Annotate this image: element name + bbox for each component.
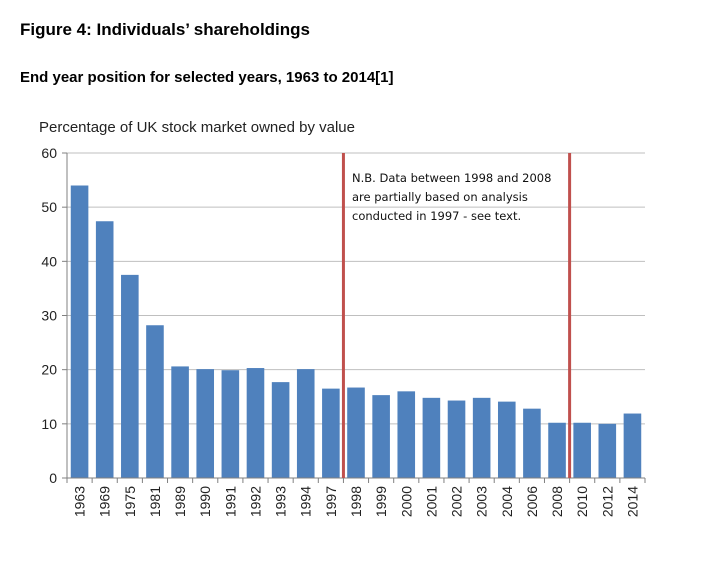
y-tick-label: 60 — [41, 145, 57, 161]
x-tick-label: 1975 — [122, 486, 138, 517]
x-tick-label: 2002 — [449, 486, 465, 517]
x-tick-label: 2008 — [549, 486, 565, 517]
x-tick-label: 1990 — [197, 486, 213, 517]
bar-1992 — [246, 368, 265, 478]
bar-1981 — [146, 325, 164, 478]
y-tick-label: 10 — [41, 416, 57, 432]
y-ticks: 0 10 20 30 40 50 60 — [41, 145, 67, 486]
x-tick-label: 2001 — [423, 486, 439, 517]
y-tick-label: 0 — [49, 470, 57, 486]
annotation-line-1: N.B. Data between 1998 and 2008 — [352, 171, 551, 185]
x-tick-label: 1989 — [172, 486, 188, 517]
x-tick-label: 1994 — [298, 486, 314, 517]
x-tick-label: 2003 — [474, 486, 490, 517]
y-axis-title: Percentage of UK stock market owned by v… — [39, 119, 355, 136]
bar-2008 — [548, 422, 566, 478]
bar-1998 — [347, 387, 365, 478]
bar-2014 — [623, 413, 642, 478]
x-tick-label: 1991 — [222, 486, 238, 517]
x-tick-label: 2010 — [574, 486, 590, 517]
x-tick-label: 2012 — [599, 486, 615, 517]
bar-1994 — [296, 369, 315, 478]
bar-1975 — [121, 274, 139, 478]
bar-2000 — [397, 391, 416, 478]
x-ticks: 1963 1969 1975 1981 1989 1990 1991 1992 1993 1994… — [66, 478, 646, 517]
bar-2010 — [573, 422, 591, 478]
x-tick-label: 1999 — [373, 486, 389, 517]
bar-1963 — [70, 185, 89, 478]
bar-2006 — [523, 408, 541, 478]
bar-1969 — [95, 221, 114, 478]
x-tick-label: 1969 — [97, 486, 113, 517]
x-tick-label: 1992 — [247, 486, 263, 517]
bar-2002 — [447, 400, 466, 478]
bar-2003 — [472, 397, 491, 478]
figure-subtitle: End year position for selected years, 19… — [20, 69, 394, 86]
bar-2001 — [422, 397, 441, 478]
bar-1990 — [196, 369, 215, 478]
x-tick-label: 2004 — [499, 486, 515, 517]
annotation-line-3: conducted in 1997 - see text. — [352, 209, 521, 223]
bar-2012 — [598, 423, 617, 478]
x-tick-label: 1981 — [147, 486, 163, 517]
x-tick-label: 1993 — [273, 486, 289, 517]
y-tick-label: 50 — [41, 199, 57, 215]
x-tick-label: 1997 — [323, 486, 339, 517]
bars — [70, 185, 642, 478]
figure-title: Figure 4: Individuals’ shareholdings — [20, 20, 310, 39]
x-tick-label: 2014 — [624, 486, 640, 517]
bar-1989 — [171, 366, 189, 478]
bar-1999 — [372, 395, 390, 478]
annotation-note: N.B. Data between 1998 and 2008 are part… — [352, 171, 551, 223]
y-tick-label: 40 — [41, 253, 57, 269]
bar-2004 — [497, 401, 516, 478]
x-tick-label: 2000 — [398, 486, 414, 517]
x-tick-label: 1963 — [72, 486, 88, 517]
y-tick-label: 20 — [41, 362, 57, 378]
y-tick-label: 30 — [41, 308, 57, 324]
x-tick-label: 2006 — [524, 486, 540, 517]
bar-1991 — [221, 370, 240, 478]
bar-1993 — [271, 382, 290, 478]
x-tick-label: 1998 — [348, 486, 364, 517]
annotation-line-2: are partially based on analysis — [352, 190, 528, 204]
marker-lines — [341, 153, 572, 478]
bar-1997 — [322, 388, 340, 478]
